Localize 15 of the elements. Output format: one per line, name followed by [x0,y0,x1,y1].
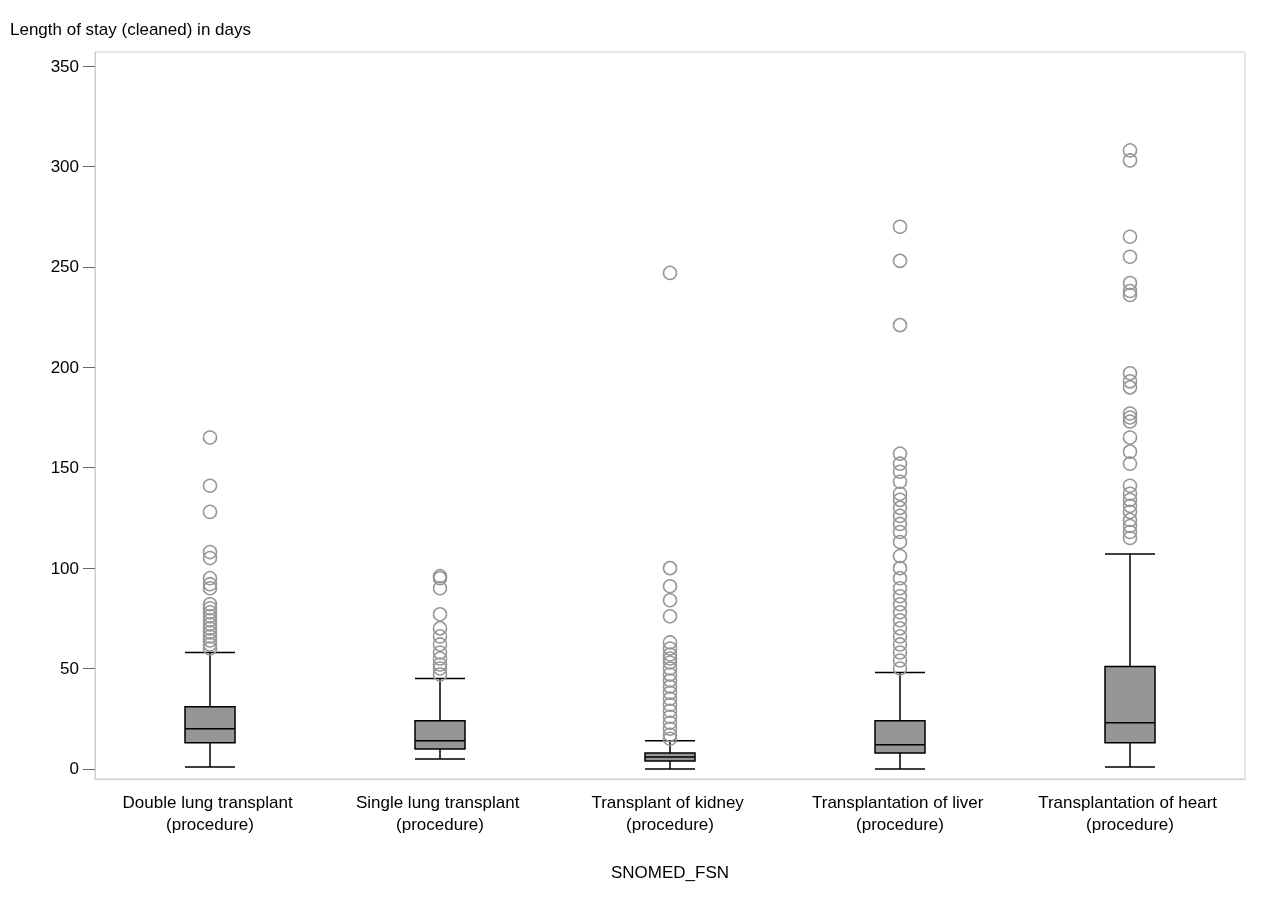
y-tick-label: 250 [50,257,79,277]
x-tick-label: Transplantation of liver (procedure) [811,792,989,834]
x-tick-label: Single lung transplant (procedure) [355,792,525,834]
x-tick-label: Double lung transplant (procedure) [122,792,298,834]
y-tick-label: 100 [50,558,79,578]
y-tick-label: 150 [50,458,79,478]
y-tick-label: 0 [69,759,79,779]
x-tick-label: Transplantation of heart (procedure) [1038,792,1222,834]
x-tick-label: Transplant of kidney (procedure) [591,792,749,834]
y-tick-label: 50 [60,659,79,679]
y-tick-label: 300 [50,156,79,176]
y-tick-label: 200 [50,357,79,377]
x-axis-title: SNOMED_FSN [610,863,730,882]
y-axis-title: Length of stay (cleaned) in days [10,20,251,39]
y-tick-label: 350 [50,56,79,76]
